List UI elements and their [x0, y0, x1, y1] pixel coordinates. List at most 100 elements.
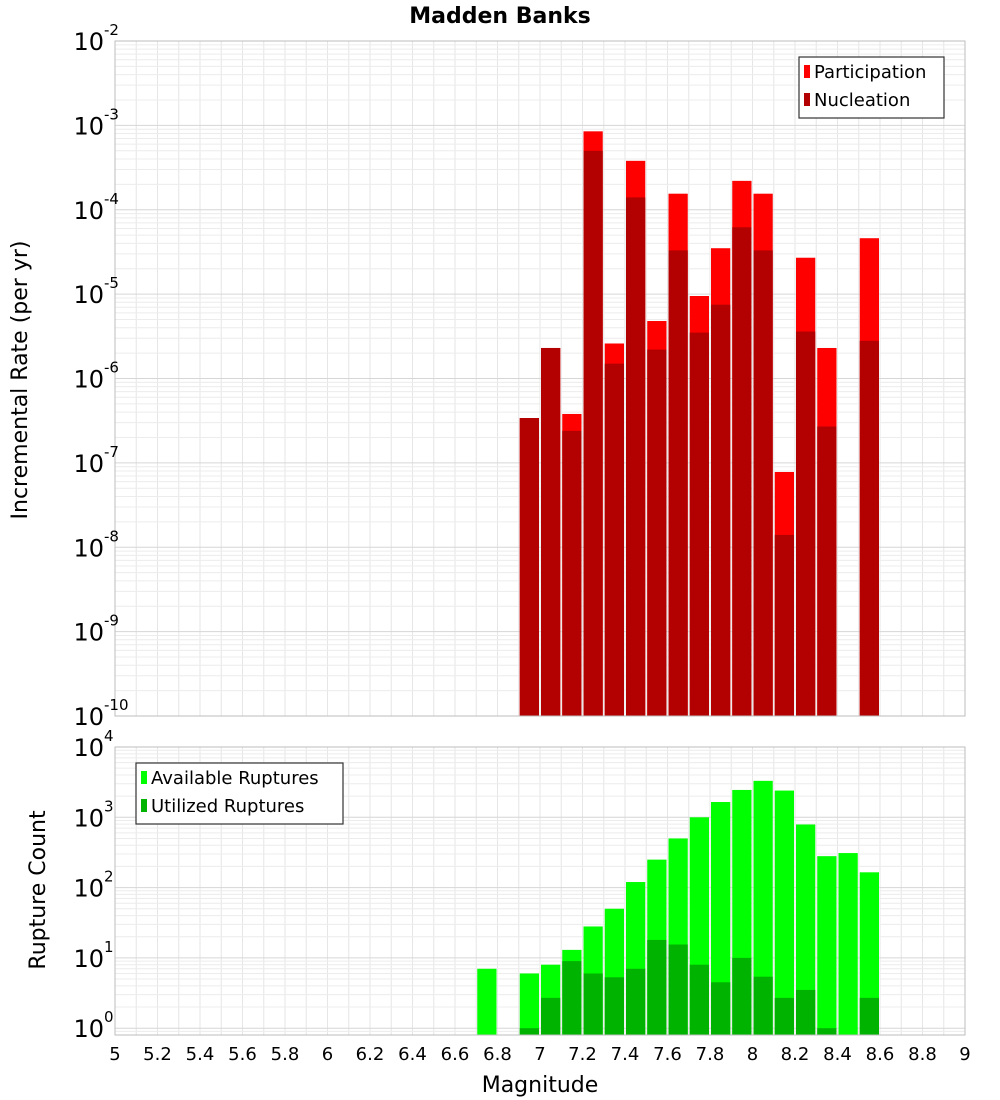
y-tick-label: 10 — [73, 366, 104, 394]
x-tick-label: 7.4 — [611, 1044, 640, 1065]
bar-utilized-ruptures — [604, 977, 624, 1035]
y-tick-exponent: -5 — [104, 274, 119, 292]
bar-utilized-ruptures — [519, 1028, 539, 1035]
x-tick-label: 7 — [534, 1044, 545, 1065]
bar-available-ruptures — [711, 802, 731, 1035]
bar-available-ruptures — [519, 973, 539, 1035]
bar-nucleation — [519, 418, 539, 716]
bar-utilized-ruptures — [859, 997, 879, 1035]
y-tick-label: 10 — [73, 703, 104, 731]
legend-label: Available Ruptures — [151, 768, 319, 789]
x-tick-label: 7.8 — [696, 1044, 725, 1065]
bar-utilized-ruptures — [796, 989, 816, 1035]
bar-nucleation — [583, 150, 603, 716]
y-tick-label: 10 — [73, 1015, 104, 1043]
legend-swatch — [141, 771, 147, 784]
bar-utilized-ruptures — [774, 997, 794, 1035]
bar-utilized-ruptures — [753, 976, 773, 1035]
bar-utilized-ruptures — [583, 973, 603, 1035]
legend-box — [135, 762, 344, 825]
x-tick-label: 8.2 — [781, 1044, 810, 1065]
legend-label: Nucleation — [814, 90, 910, 111]
y-tick-label: 10 — [73, 197, 104, 225]
bar-utilized-ruptures — [711, 982, 731, 1035]
bar-nucleation — [647, 349, 667, 716]
x-tick-label: 7.6 — [653, 1044, 682, 1065]
x-tick-label: 6.2 — [356, 1044, 385, 1065]
y-tick-exponent: -6 — [104, 359, 119, 377]
x-tick-label: 5.6 — [228, 1044, 257, 1065]
x-tick-label: 5.4 — [186, 1044, 215, 1065]
bar-available-ruptures — [796, 824, 816, 1035]
bar-utilized-ruptures — [647, 939, 667, 1035]
y-tick-label: 10 — [73, 619, 104, 647]
bar-nucleation — [711, 304, 731, 716]
legend-label: Participation — [814, 62, 926, 83]
bar-utilized-ruptures — [732, 957, 752, 1035]
x-tick-label: 6.8 — [483, 1044, 512, 1065]
bar-nucleation — [796, 331, 816, 716]
legend-label: Utilized Ruptures — [151, 796, 304, 817]
y-tick-label: 10 — [73, 28, 104, 56]
bar-nucleation — [668, 250, 688, 717]
plot-frame — [114, 40, 966, 717]
bar-available-ruptures — [753, 780, 773, 1035]
x-tick-label: 8.6 — [866, 1044, 895, 1065]
x-tick-label: 8.4 — [823, 1044, 852, 1065]
x-tick-label: 5.2 — [143, 1044, 172, 1065]
x-tick-label: 5.8 — [271, 1044, 300, 1065]
bar-available-ruptures — [859, 872, 879, 1035]
bar-available-ruptures — [838, 853, 858, 1035]
bar-utilized-ruptures — [689, 964, 709, 1035]
bar-available-ruptures — [774, 790, 794, 1035]
y-tick-exponent: -9 — [104, 612, 119, 630]
bar-nucleation — [859, 340, 879, 716]
y-tick-label: 10 — [73, 804, 104, 832]
y-tick-label: 10 — [73, 534, 104, 562]
bar-nucleation — [753, 250, 773, 717]
y-tick-exponent: -10 — [104, 696, 129, 714]
legend-swatch — [804, 93, 810, 106]
bar-utilized-ruptures — [668, 944, 688, 1035]
y-tick-exponent: -2 — [104, 21, 119, 39]
x-tick-label: 8 — [747, 1044, 758, 1065]
x-tick-label: 8.8 — [908, 1044, 937, 1065]
x-tick-label: 6.4 — [398, 1044, 427, 1065]
legend-box — [798, 56, 945, 119]
y-tick-exponent: 2 — [104, 868, 114, 886]
bar-utilized-ruptures — [626, 968, 646, 1035]
bar-nucleation — [774, 534, 794, 716]
y-tick-exponent: 4 — [104, 727, 114, 745]
bar-nucleation — [562, 430, 582, 716]
y-tick-exponent: -3 — [104, 105, 119, 123]
bar-nucleation — [817, 426, 837, 716]
bar-nucleation — [626, 197, 646, 717]
plot-frame — [114, 746, 966, 1036]
x-tick-label: 9 — [959, 1044, 970, 1065]
bar-available-ruptures — [817, 856, 837, 1035]
bar-utilized-ruptures — [541, 997, 561, 1035]
bottom-y-axis-title: Rupture Count — [26, 810, 51, 970]
x-tick-label: 6.6 — [441, 1044, 470, 1065]
x-axis-title: Magnitude — [482, 1073, 599, 1098]
y-tick-exponent: -8 — [104, 527, 119, 545]
y-tick-label: 10 — [73, 734, 104, 762]
top-y-axis-title: Incremental Rate (per yr) — [8, 241, 33, 520]
y-tick-label: 10 — [73, 450, 104, 478]
legend-swatch — [141, 799, 147, 812]
bar-nucleation — [604, 363, 624, 716]
x-tick-label: 6 — [322, 1044, 333, 1065]
y-tick-exponent: 3 — [104, 797, 114, 815]
bar-nucleation — [689, 332, 709, 716]
bar-utilized-ruptures — [817, 1028, 837, 1035]
y-tick-label: 10 — [73, 112, 104, 140]
y-tick-label: 10 — [73, 945, 104, 973]
y-tick-exponent: 0 — [104, 1008, 114, 1026]
bar-available-ruptures — [477, 968, 497, 1035]
magnitude-axis: 5 5.2 5.4 5.6 5.8 6 6.2 6.4 6.6 6.8 7 7.2 7.4 7.6 7.8 8… — [109, 1044, 970, 1065]
bar-nucleation — [732, 227, 752, 716]
legend-swatch — [804, 65, 810, 78]
